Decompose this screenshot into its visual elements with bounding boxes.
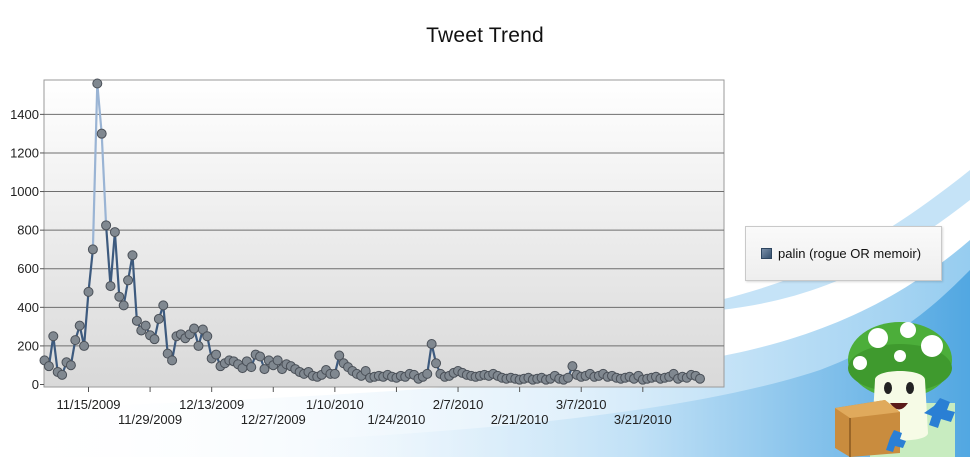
y-tick-label: 200: [17, 338, 39, 353]
data-point: [96, 128, 107, 139]
x-tick-label: 3/21/2010: [614, 412, 672, 427]
data-point: [131, 315, 142, 326]
series-segment: [162, 304, 169, 355]
series-segment: [131, 254, 138, 322]
data-point: [92, 78, 103, 89]
data-point: [695, 373, 706, 384]
y-tick-label: 0: [32, 377, 39, 392]
data-point: [109, 227, 120, 238]
data-point: [272, 355, 283, 366]
data-point: [114, 291, 125, 302]
y-tick-label: 1000: [10, 184, 39, 199]
series-segment: [47, 335, 55, 368]
data-point: [48, 331, 59, 342]
x-tick-label: 12/13/2009: [179, 397, 244, 412]
data-point: [74, 320, 85, 331]
data-point: [83, 286, 94, 297]
series-segment: [82, 290, 90, 348]
data-point: [149, 334, 160, 345]
data-point: [123, 275, 134, 286]
legend: palin (rogue OR memoir): [745, 226, 942, 281]
y-axis: 0 200 400 600 800 1000 1200 1400: [10, 107, 44, 392]
data-point: [43, 361, 54, 372]
data-point: [158, 300, 169, 311]
data-point: [259, 364, 270, 375]
chart-title: Tweet Trend: [426, 24, 544, 47]
series-markers: [39, 78, 706, 385]
y-tick-label: 1400: [10, 107, 39, 122]
data-point: [567, 361, 578, 372]
data-point: [140, 320, 151, 331]
data-point: [105, 281, 116, 292]
data-point: [202, 331, 213, 342]
x-tick-label: 1/10/2010: [306, 397, 364, 412]
x-tick-label: 3/7/2010: [556, 397, 607, 412]
data-point: [101, 220, 112, 231]
gridlines: [44, 113, 724, 347]
data-point: [127, 250, 138, 261]
data-point: [70, 335, 81, 346]
data-point: [329, 368, 340, 379]
series-segment: [109, 230, 116, 288]
x-tick-label: 11/29/2009: [118, 412, 182, 427]
x-tick-label: 2/21/2010: [491, 412, 549, 427]
y-tick-label: 800: [17, 223, 39, 238]
data-point: [563, 372, 574, 383]
data-point: [153, 313, 164, 324]
x-tick-label: 11/15/2009: [56, 397, 120, 412]
y-tick-label: 1200: [10, 145, 39, 160]
data-point: [79, 340, 90, 351]
data-point: [422, 368, 433, 379]
series-segment: [96, 82, 103, 135]
y-tick-label: 400: [17, 300, 39, 315]
x-axis: 11/15/200911/29/200912/13/200912/27/2009…: [56, 387, 672, 427]
data-point: [211, 349, 222, 360]
legend-label: palin (rogue OR memoir): [778, 246, 922, 261]
data-point: [118, 300, 129, 311]
y-tick-label: 600: [17, 261, 39, 276]
data-point: [193, 340, 204, 351]
plot-area: [43, 79, 725, 388]
x-tick-label: 2/7/2010: [433, 397, 484, 412]
data-point: [189, 323, 200, 334]
x-tick-label: 12/27/2009: [241, 412, 306, 427]
data-point: [167, 355, 178, 366]
data-point: [431, 358, 442, 369]
data-point: [57, 369, 68, 380]
data-point: [426, 338, 437, 349]
series-segment: [104, 224, 112, 288]
series-segment: [52, 335, 59, 374]
series-segment: [100, 132, 108, 227]
data-point: [65, 360, 76, 371]
series-segment: [426, 342, 433, 375]
series-segment: [87, 248, 94, 293]
series-segment: [113, 230, 121, 298]
data-point: [334, 350, 345, 361]
x-tick-label: 1/24/2010: [368, 412, 426, 427]
data-point: [246, 362, 257, 373]
legend-swatch: [761, 248, 772, 259]
mushroom-mascot-icon: [835, 322, 955, 457]
data-point: [87, 244, 98, 255]
data-point: [255, 351, 266, 362]
series-segment: [91, 82, 99, 251]
